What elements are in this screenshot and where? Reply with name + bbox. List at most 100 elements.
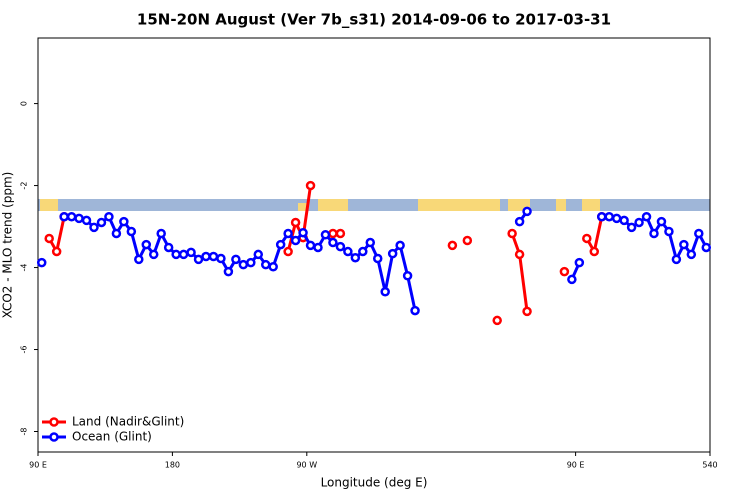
point: [656, 216, 667, 227]
point: [559, 266, 570, 277]
chart-title: 15N-20N August (Ver 7b_s31) 2014-09-06 t…: [137, 11, 611, 29]
point: [275, 239, 286, 250]
point: [679, 239, 689, 250]
point: [171, 249, 181, 260]
point: [283, 228, 293, 239]
point: [253, 249, 264, 260]
point: [664, 226, 674, 237]
point: [74, 213, 84, 224]
point: [208, 251, 219, 262]
point: [380, 286, 390, 297]
point: [81, 215, 92, 226]
point: [96, 217, 107, 228]
point: [671, 254, 682, 265]
point: [238, 259, 249, 270]
point: [104, 211, 114, 222]
y-tick-label: -8: [20, 428, 29, 436]
point: [328, 228, 338, 239]
legend-label: Land (Nadir&Glint): [72, 415, 184, 429]
point: [59, 211, 69, 222]
point: [589, 246, 600, 257]
point: [51, 246, 62, 257]
point: [201, 251, 211, 262]
x-tick-label: 90 E: [567, 461, 585, 470]
point: [141, 239, 152, 250]
point: [119, 216, 129, 227]
point: [156, 228, 166, 239]
point: [178, 249, 189, 260]
point: [387, 248, 398, 259]
point: [649, 228, 659, 239]
point: [186, 247, 196, 258]
point: [126, 226, 137, 237]
point: [514, 249, 525, 260]
point: [216, 253, 226, 264]
point: [492, 315, 502, 326]
point: [574, 257, 585, 268]
point: [66, 211, 77, 222]
point: [44, 233, 54, 244]
point: [193, 254, 204, 265]
legend-marker: [49, 432, 59, 442]
point: [223, 266, 234, 277]
point: [604, 211, 614, 222]
point: [694, 228, 704, 239]
x-tick-label: 540: [702, 461, 717, 470]
point: [305, 240, 316, 251]
point: [350, 252, 361, 263]
point: [701, 242, 712, 253]
point: [343, 246, 353, 257]
point: [402, 270, 413, 281]
point: [163, 242, 174, 253]
point: [611, 213, 622, 224]
point: [686, 249, 697, 260]
point: [567, 274, 577, 285]
point: [298, 227, 308, 238]
point: [111, 228, 122, 239]
map-strip: [38, 199, 710, 211]
x-tick-label: 90 W: [296, 461, 317, 470]
point: [290, 235, 301, 246]
point: [410, 305, 420, 316]
point: [582, 233, 592, 244]
y-tick-label: -6: [20, 346, 29, 354]
point: [268, 261, 278, 272]
point: [507, 228, 517, 239]
point: [596, 211, 607, 222]
point: [290, 217, 301, 228]
point: [641, 211, 652, 222]
point: [246, 257, 256, 268]
point: [320, 230, 331, 240]
y-axis-title: XCO2 - MLO trend (ppm): [1, 172, 15, 319]
point: [395, 240, 405, 251]
point: [231, 254, 241, 265]
point: [365, 237, 376, 248]
point: [335, 228, 346, 239]
legend-marker: [49, 417, 59, 427]
x-axis-title: Longitude (deg E): [321, 476, 428, 490]
point: [328, 237, 338, 248]
point: [619, 215, 629, 226]
point: [283, 246, 293, 257]
point: [372, 253, 383, 264]
point: [335, 241, 346, 252]
x-tick-label: 90 E: [29, 461, 47, 470]
point: [522, 206, 532, 217]
point: [626, 222, 637, 233]
x-tick-label: 180: [165, 461, 180, 470]
point: [462, 235, 473, 246]
point: [305, 180, 316, 191]
point: [522, 306, 532, 317]
y-tick-label: -2: [20, 182, 29, 190]
point: [89, 222, 99, 233]
point: [358, 246, 368, 257]
y-tick-label: -4: [20, 264, 29, 272]
point: [514, 216, 525, 227]
point: [134, 254, 144, 265]
point: [447, 240, 458, 251]
point: [260, 259, 271, 270]
y-tick-label: 0: [20, 101, 29, 106]
legend-label: Ocean (Glint): [72, 430, 152, 444]
point: [148, 249, 159, 260]
